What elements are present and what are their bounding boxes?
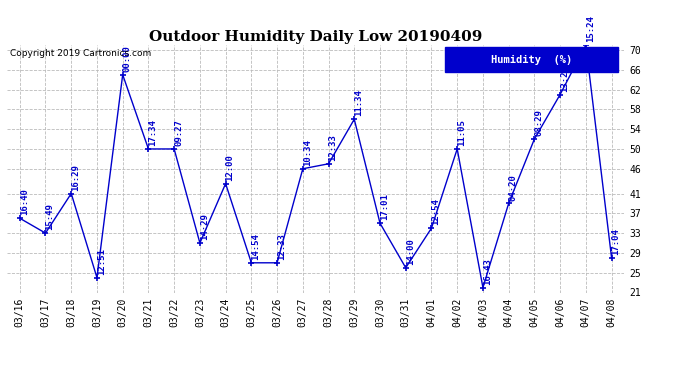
Text: 12:33: 12:33	[328, 134, 337, 161]
Text: 17:01: 17:01	[380, 194, 389, 220]
Text: 13:24: 13:24	[560, 65, 569, 92]
Text: 12:33: 12:33	[277, 233, 286, 260]
Text: 04:20: 04:20	[509, 174, 518, 201]
Text: 12:51: 12:51	[97, 248, 106, 275]
Text: 00:00: 00:00	[123, 45, 132, 72]
Text: 15:49: 15:49	[46, 204, 55, 230]
Text: 16:43: 16:43	[483, 258, 492, 285]
Text: 12:54: 12:54	[431, 198, 440, 225]
Text: 15:24: 15:24	[586, 15, 595, 42]
Text: 12:00: 12:00	[226, 154, 235, 181]
Text: 16:29: 16:29	[71, 164, 80, 191]
Text: 14:00: 14:00	[406, 238, 415, 265]
Text: 09:27: 09:27	[174, 119, 183, 146]
Title: Outdoor Humidity Daily Low 20190409: Outdoor Humidity Daily Low 20190409	[149, 30, 482, 44]
Text: 11:34: 11:34	[354, 90, 363, 117]
Text: 14:29: 14:29	[200, 213, 209, 240]
Text: 11:05: 11:05	[457, 119, 466, 146]
Text: Copyright 2019 Cartronics.com: Copyright 2019 Cartronics.com	[10, 49, 152, 58]
Text: 10:34: 10:34	[303, 139, 312, 166]
Text: 17:04: 17:04	[611, 228, 620, 255]
FancyBboxPatch shape	[445, 48, 618, 72]
Text: 17:34: 17:34	[148, 119, 157, 146]
Text: 14:54: 14:54	[251, 233, 260, 260]
Text: 08:29: 08:29	[534, 110, 544, 136]
Text: 16:40: 16:40	[20, 189, 29, 216]
Text: Humidity  (%): Humidity (%)	[491, 55, 573, 65]
